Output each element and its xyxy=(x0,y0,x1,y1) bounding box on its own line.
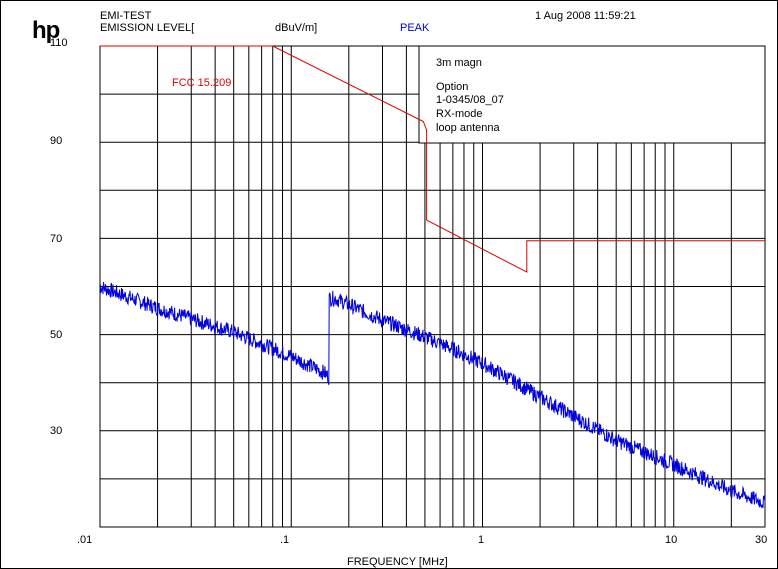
legend-line: Option xyxy=(436,81,469,93)
legend-box xyxy=(418,45,766,144)
x-tick-label: 10 xyxy=(665,534,678,546)
peak-emission-trace xyxy=(99,281,766,509)
legend-line: RX-mode xyxy=(436,108,483,120)
detector-label: PEAK xyxy=(400,22,430,34)
legend-line: loop antenna xyxy=(436,122,500,134)
legend-line: 1-0345/08_07 xyxy=(436,94,504,106)
unit-label: dBuV/m] xyxy=(275,22,318,34)
x-tick-label: .1 xyxy=(280,534,290,546)
y-tick-label: 90 xyxy=(50,135,63,147)
y-tick-label: 30 xyxy=(50,425,63,437)
y-tick-label: 50 xyxy=(50,329,63,341)
x-axis-label: FREQUENCY [MHz] xyxy=(347,556,448,568)
timestamp: 1 Aug 2008 11:59:21 xyxy=(535,10,636,22)
x-tick-label: .01 xyxy=(77,534,93,546)
hp-logo: hp xyxy=(32,17,60,44)
limit-line-fcc-15-209 xyxy=(100,45,765,273)
y-tick-label: 70 xyxy=(50,233,63,245)
limit-line-label: FCC 15.209 xyxy=(172,77,232,89)
legend-line: 3m magn xyxy=(436,57,482,69)
emission-level-label: EMISSION LEVEL[ xyxy=(100,22,195,34)
test-name: EMI-TEST xyxy=(100,10,152,22)
x-tick-label: 30 xyxy=(755,534,768,546)
x-tick-label: 1 xyxy=(478,534,485,546)
y-tick-label: 110 xyxy=(50,37,68,49)
